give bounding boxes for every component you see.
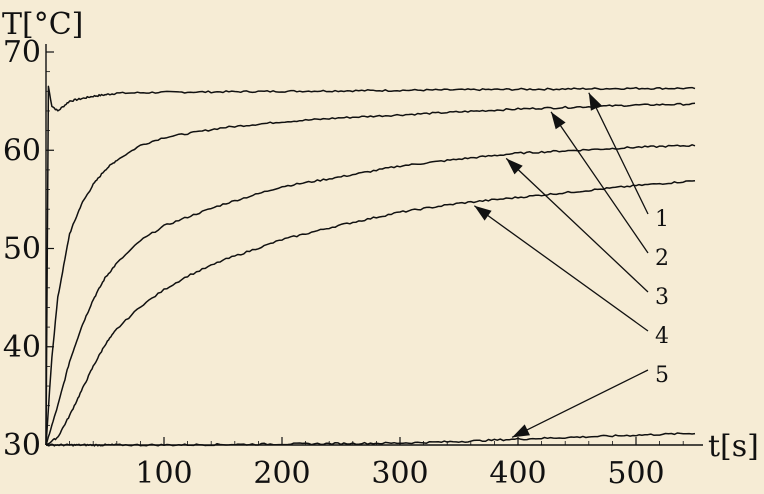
callout-label: 3 (655, 285, 669, 310)
series-group (45, 85, 696, 447)
callout-label: 5 (655, 363, 669, 388)
callout-arrowhead (588, 92, 602, 111)
callout-leader (588, 92, 649, 215)
callout-leader (473, 205, 649, 332)
callout-leader (505, 157, 649, 293)
x-tick-label: 500 (607, 456, 664, 491)
callout-leader (550, 111, 649, 254)
callout-leader (511, 369, 649, 438)
y-tick-label: 60 (3, 133, 41, 168)
series-line-2 (45, 102, 696, 446)
series-line-4 (45, 179, 696, 446)
axes: 30 40 50 60 70 100 200 300 400 500 (3, 35, 703, 491)
callout-arrowhead (512, 424, 530, 438)
x-tick-label: 400 (489, 456, 546, 491)
x-tick-label: 300 (371, 456, 428, 491)
callout-label: 1 (655, 207, 669, 232)
y-tick-label: 50 (3, 232, 41, 267)
series-line-1 (45, 85, 696, 446)
callout-arrowhead (506, 158, 523, 175)
callout-label: 4 (655, 324, 669, 349)
x-tick-label: 100 (135, 456, 192, 491)
callout-label: 2 (655, 246, 669, 271)
y-tick-label: 70 (3, 35, 41, 70)
callout-arrowhead (551, 111, 566, 130)
y-tick-label: 30 (3, 428, 41, 463)
series-line-3 (45, 144, 696, 446)
x-axis-title: t[s] (708, 429, 759, 464)
x-tick-label: 200 (253, 456, 310, 491)
callouts-group: 1 2 3 4 5 (473, 92, 669, 438)
callout-arrowhead (474, 205, 492, 221)
y-tick-label: 40 (3, 330, 41, 365)
series-line-5 (46, 432, 696, 447)
y-axis-title: T[°C] (2, 7, 83, 42)
